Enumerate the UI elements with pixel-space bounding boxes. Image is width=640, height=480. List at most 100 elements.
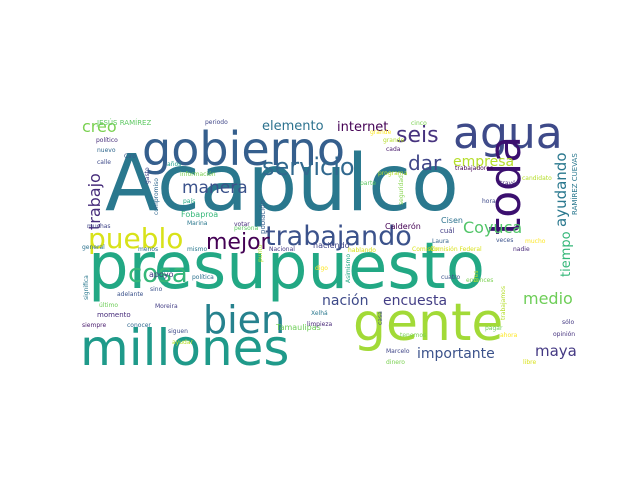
cloud-word: candidato — [522, 175, 552, 182]
cloud-word: pagar — [485, 325, 503, 332]
cloud-word: política — [192, 274, 214, 281]
cloud-word: Calderón — [385, 221, 421, 231]
cloud-word: través — [500, 180, 519, 187]
cloud-word: importante — [417, 346, 495, 362]
cloud-word: limpieza — [307, 321, 332, 328]
cloud-word: ayudar — [172, 339, 194, 346]
cloud-word: presupuesto — [88, 230, 485, 304]
cloud-word: calle — [97, 159, 111, 166]
cloud-word: encuesta — [383, 293, 447, 309]
cloud-word: siempre — [82, 322, 106, 329]
cloud-word: siguen — [168, 328, 188, 335]
cloud-word: Asimismo — [345, 254, 352, 283]
cloud-word: trabajadores — [455, 165, 493, 172]
cloud-word: ayudando — [552, 153, 570, 228]
cloud-word: cada — [386, 146, 401, 153]
cloud-word: grande — [383, 137, 405, 144]
cloud-word: libre — [523, 359, 536, 366]
cloud-word: Laura — [432, 238, 449, 245]
cloud-word: país — [183, 198, 195, 205]
cloud-word: medio — [523, 289, 573, 308]
cloud-word: hora — [482, 198, 496, 205]
cloud-word: Cisen — [441, 216, 463, 225]
cloud-word: internet — [337, 120, 388, 135]
cloud-word: cuatro — [441, 274, 460, 281]
cloud-word: persona — [234, 225, 259, 232]
cloud-word: periodo — [205, 119, 228, 126]
cloud-word: Ciro — [124, 153, 136, 160]
cloud-word: mejor — [206, 230, 271, 255]
cloud-word: toda — [480, 136, 531, 235]
cloud-word: información — [180, 171, 216, 178]
cloud-word: tenemos — [400, 332, 426, 339]
cloud-word: Fobaproa — [181, 210, 218, 219]
cloud-word: general — [82, 244, 105, 251]
cloud-word: parte — [360, 180, 376, 187]
cloud-word: adelante — [117, 291, 144, 298]
cloud-word: gente — [353, 293, 503, 353]
cloud-word: nadie — [513, 246, 530, 253]
cloud-word: Comisión Federal — [430, 246, 482, 253]
cloud-word: entonces — [466, 277, 493, 284]
cloud-word: dar — [408, 151, 442, 175]
cloud-word: último — [99, 302, 118, 309]
cloud-word: Comisión — [412, 246, 440, 253]
cloud-word: tres — [473, 270, 480, 282]
cloud-word: apoyo — [149, 270, 174, 279]
cloud-word: opinión — [553, 331, 575, 338]
cloud-word: trabajamos — [500, 286, 507, 320]
cloud-word: tiempo — [559, 231, 574, 277]
cloud-word: gasto — [144, 167, 151, 184]
cloud-word: mismo — [187, 246, 207, 253]
cloud-word: digo — [315, 265, 328, 272]
cloud-word: pueblo — [88, 222, 183, 255]
cloud-word: significa — [83, 275, 90, 300]
cloud-word: dinero — [386, 359, 405, 366]
cloud-word: nuevo — [97, 147, 116, 154]
cloud-word: Coyuca — [463, 218, 522, 237]
cloud-word: veces — [496, 237, 513, 244]
cloud-word: programa — [378, 170, 408, 177]
cloud-word: cinco — [411, 120, 427, 127]
cloud-word: trabajando — [265, 221, 412, 252]
cloud-word: maya — [535, 342, 577, 360]
cloud-word: nación — [322, 293, 368, 309]
cloud-word: muchas — [87, 223, 111, 230]
cloud-word: JESÚS RAMÍREZ — [96, 118, 151, 127]
cloud-word: elemento — [262, 119, 324, 134]
cloud-word: menos — [138, 246, 158, 253]
cloud-word: años — [167, 161, 181, 168]
cloud-word: Nacional — [269, 246, 295, 253]
cloud-word: conocer — [127, 322, 151, 329]
cloud-word: grande — [370, 129, 392, 136]
cloud-word: Xelhá — [311, 310, 328, 317]
cloud-word: bien — [203, 298, 285, 342]
cloud-word: agua — [453, 108, 563, 159]
cloud-word: ahora — [500, 332, 518, 339]
cloud-word: seguridad — [398, 175, 405, 205]
cloud-word: mucho — [525, 238, 546, 245]
cloud-word: Marcelo — [386, 348, 410, 355]
cloud-word: empresa — [453, 154, 514, 170]
cloud-word: sólo — [562, 319, 574, 326]
cloud-word: servicio — [262, 153, 355, 181]
cloud-word: Marina — [187, 220, 208, 227]
cloud-word: gobierno — [142, 122, 345, 176]
cloud-word: Tamaulipas — [275, 323, 321, 332]
cloud-word: manera — [182, 178, 248, 198]
cloud-word: trabajo — [85, 173, 104, 230]
cloud-word: político — [96, 137, 118, 144]
cloud-word: casa — [377, 311, 384, 325]
cloud-word: creo — [82, 117, 117, 136]
cloud-word: seis — [396, 123, 439, 148]
cloud-word: Acapulco — [105, 139, 459, 229]
cloud-word: población — [259, 200, 267, 234]
cloud-word: RAMÍREZ CUEVAS — [570, 153, 579, 215]
cloud-word: Moreira — [155, 303, 178, 310]
cloud-word: sino — [150, 286, 163, 293]
cloud-word: hablando — [348, 247, 376, 254]
cloud-word: cosa — [128, 259, 188, 289]
cloud-word: votar — [234, 221, 250, 228]
cloud-word: momento — [97, 311, 131, 319]
